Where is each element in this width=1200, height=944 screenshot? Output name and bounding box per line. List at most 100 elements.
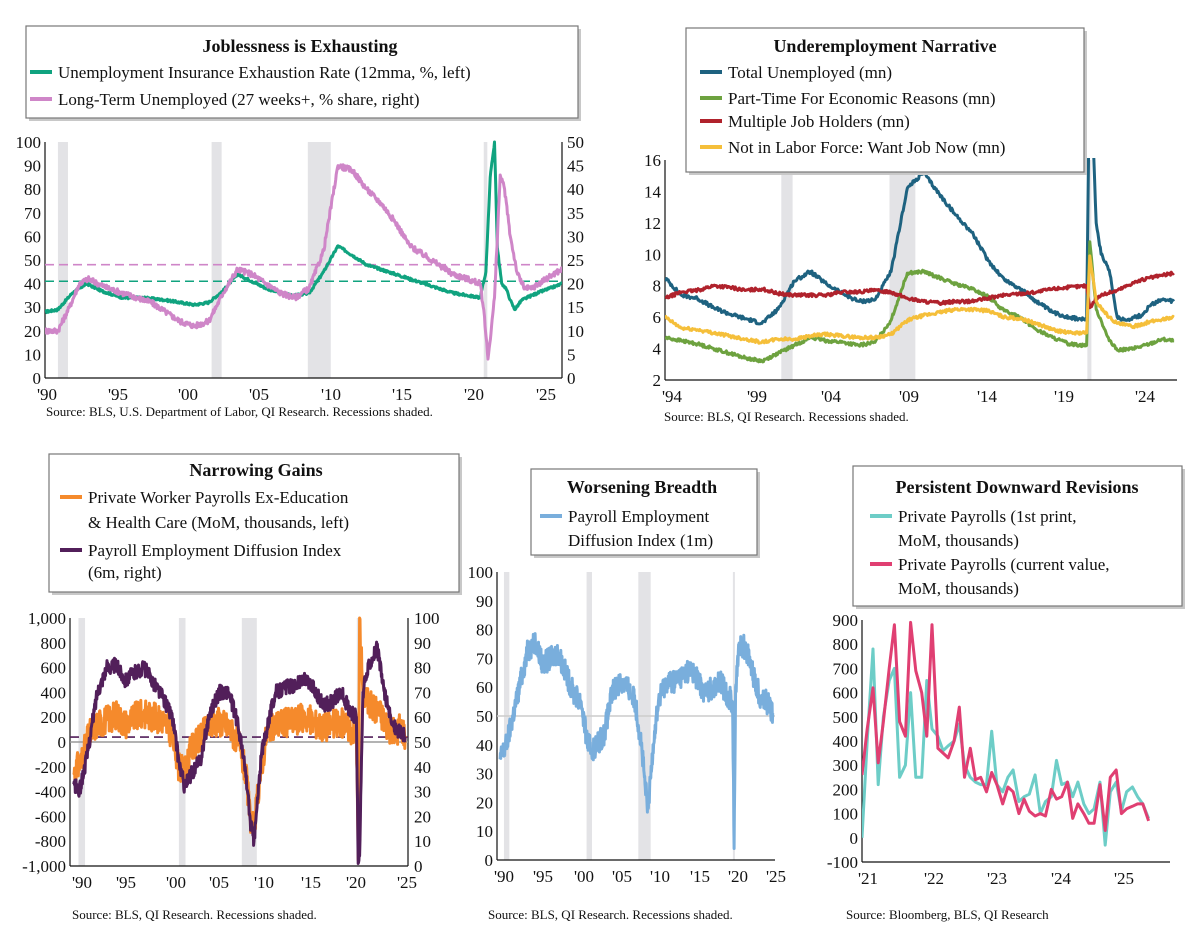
y-tick-label: 12 <box>644 214 661 233</box>
y-tick-label: -800 <box>35 832 66 851</box>
x-tick-label: '15 <box>392 385 412 404</box>
y-tick-label: 2 <box>653 371 662 390</box>
y-right-tick-label: 60 <box>414 708 431 727</box>
x-tick-label: '20 <box>728 867 748 886</box>
source-note: Source: BLS, QI Research. Recessions sha… <box>72 907 317 922</box>
x-tick-label: '15 <box>301 873 321 892</box>
y-tick-label: -100 <box>827 853 858 872</box>
y-tick-label: 80 <box>476 621 493 640</box>
legend-entry: Private Payrolls (1st print, MoM, thousan… <box>898 507 1076 550</box>
x-tick-label: '25 <box>766 867 786 886</box>
x-tick-label: '90 <box>72 873 92 892</box>
series-line-1 <box>498 632 775 850</box>
y-tick-label: 8 <box>653 277 662 296</box>
series-group <box>862 620 1151 847</box>
series-group <box>498 632 775 850</box>
chart-title: Underemployment Narrative <box>773 36 996 56</box>
y-right-tick-label: 50 <box>567 133 584 152</box>
x-tick-label: '14 <box>977 387 998 406</box>
y-tick-label: 100 <box>833 805 859 824</box>
y-right-tick-label: 0 <box>567 369 576 388</box>
chart-4: 0 10 20 30 40 50 60 70 80 90 100 '90 '95 '00 '05 '10 '15… <box>468 468 786 922</box>
y-tick-label: 50 <box>476 707 493 726</box>
y-tick-label: 1,000 <box>28 609 66 628</box>
y-right-tick-label: 100 <box>414 609 440 628</box>
y-tick-label: 90 <box>476 592 493 611</box>
y-tick-label: 10 <box>644 245 661 264</box>
y-tick-label: 800 <box>833 635 859 654</box>
y-tick-label: 0 <box>58 733 67 752</box>
y-tick-label: 20 <box>24 322 41 341</box>
legend-entry-line: Private Worker Payrolls Ex-Education <box>88 488 349 507</box>
y-right-tick-label: 0 <box>414 857 423 876</box>
legend-entry-line: & Health Care (MoM, thousands, left) <box>88 513 349 532</box>
chart-1: 0 10 20 30 40 50 60 70 80 90 100 0 5 10 15 20 25 30 35 40 45… <box>16 25 584 419</box>
y-tick-label: 600 <box>833 684 859 703</box>
chart-2: 2 4 6 8 10 12 14 16 '94 '99 '04 '09 '14 '19 '24 Underem… <box>644 27 1177 424</box>
legend-entry: Private Worker Payrolls Ex-Education & He… <box>88 488 349 532</box>
recession-band <box>781 160 793 380</box>
x-tick-label: '22 <box>924 869 944 888</box>
y-right-tick-label: 40 <box>567 180 584 199</box>
y-tick-label: 600 <box>41 659 67 678</box>
x-tick-label: '15 <box>690 867 710 886</box>
chart-title: Persistent Downward Revisions <box>896 477 1139 497</box>
y-tick-label: 300 <box>833 756 859 775</box>
y-tick-label: 700 <box>833 659 859 678</box>
y-tick-label: 30 <box>476 765 493 784</box>
legend-entry-line: Diffusion Index (1m) <box>568 531 713 550</box>
y-right-tick-label: 45 <box>567 157 584 176</box>
y-tick-label: -200 <box>35 758 66 777</box>
source-note: Source: BLS, QI Research. Recessions sha… <box>488 907 733 922</box>
legend-entry: Payroll Employment Diffusion Index (6m, r… <box>88 541 342 582</box>
legend-box <box>852 465 1183 607</box>
series-group <box>45 140 562 361</box>
y-right-tick-label: 20 <box>567 275 584 294</box>
x-tick-label: '19 <box>1054 387 1074 406</box>
x-tick-label: '24 <box>1135 387 1156 406</box>
series-group <box>72 616 407 865</box>
y-tick-label: 60 <box>24 227 41 246</box>
y-tick-label: 900 <box>833 611 859 630</box>
x-tick-label: '25 <box>397 873 417 892</box>
y-tick-label: 40 <box>24 275 41 294</box>
x-tick-label: '09 <box>899 387 919 406</box>
source-note: Source: BLS, QI Research. Recessions sha… <box>664 409 909 424</box>
x-tick-label: '05 <box>209 873 229 892</box>
x-tick-label: '05 <box>612 867 632 886</box>
x-tick-label: '24 <box>1051 869 1072 888</box>
x-tick-label: '10 <box>254 873 274 892</box>
y-tick-label: 0 <box>850 829 859 848</box>
legend-entry: Private Payrolls (current value, MoM, tho… <box>898 555 1110 598</box>
y-tick-label: 10 <box>24 345 41 364</box>
y-tick-label: 400 <box>833 732 859 751</box>
y-right-tick-label: 10 <box>414 832 431 851</box>
y-tick-label: 16 <box>644 151 661 170</box>
x-tick-label: '00 <box>574 867 594 886</box>
series-line-4 <box>665 254 1175 345</box>
legend-box <box>48 453 460 593</box>
legend-box <box>25 25 579 119</box>
legend-entry: Payroll Employment Diffusion Index (1m) <box>568 507 713 550</box>
y-tick-label: 20 <box>476 793 493 812</box>
x-tick-label: '00 <box>178 385 198 404</box>
y-right-tick-label: 50 <box>414 733 431 752</box>
x-tick-label: '00 <box>166 873 186 892</box>
x-tick-label: '94 <box>662 387 683 406</box>
series-line-2 <box>45 163 562 361</box>
chart-3: -1,000-800-600-400-20002004006008001,000… <box>22 453 462 922</box>
y-tick-label: 70 <box>24 204 41 223</box>
y-tick-label: 90 <box>24 157 41 176</box>
legend-entry: Part-Time For Economic Reasons (mn) <box>728 89 996 108</box>
y-right-tick-label: 30 <box>567 227 584 246</box>
y-tick-label: 200 <box>833 780 859 799</box>
legend-entry-line: MoM, thousands) <box>898 531 1019 550</box>
legend-box <box>530 468 758 556</box>
series-line-2 <box>72 640 407 865</box>
y-right-tick-label: 15 <box>567 298 584 317</box>
y-tick-label: 6 <box>653 308 662 327</box>
x-tick-label: '05 <box>249 385 269 404</box>
x-tick-label: '10 <box>650 867 670 886</box>
y-right-tick-label: 40 <box>414 758 431 777</box>
